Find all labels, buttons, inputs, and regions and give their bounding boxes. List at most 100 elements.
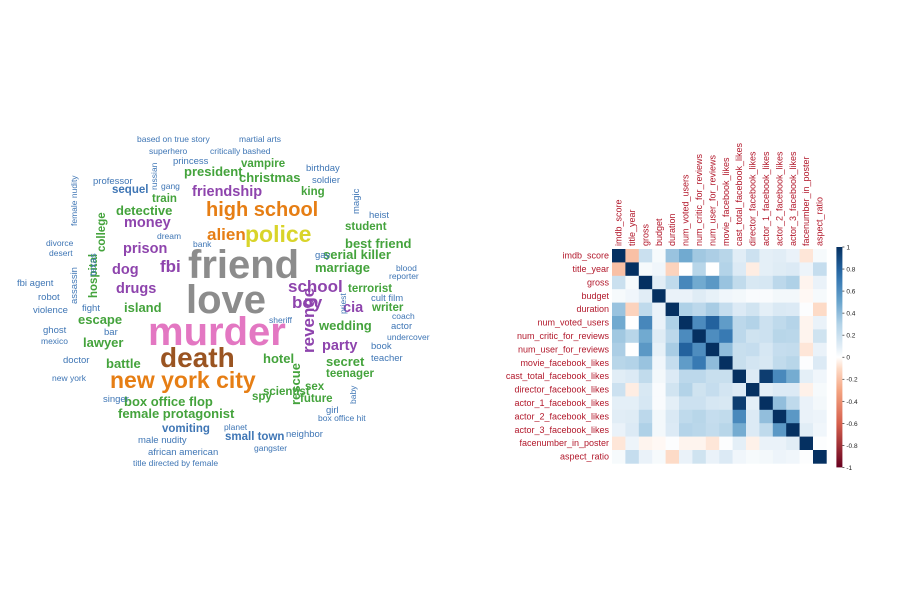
heatmap-cell	[665, 356, 680, 370]
heatmap-cell	[746, 450, 760, 464]
heatmap-cell	[665, 342, 680, 357]
word-marriage: marriage	[315, 260, 370, 275]
heatmap-cell	[612, 436, 626, 451]
heatmap-cell	[813, 262, 827, 277]
heatmap-cell	[799, 249, 814, 263]
heatmap-cell	[813, 316, 827, 330]
word-hotel: hotel	[263, 351, 294, 366]
heatmap-cell	[759, 275, 774, 290]
heatmap-cell	[719, 275, 733, 290]
heatmap-cell	[759, 383, 774, 397]
word-box-office-flop: box office flop	[124, 394, 213, 409]
heatmap-cell	[679, 450, 693, 464]
heatmap-cell	[705, 369, 720, 384]
heatmap-cell	[772, 396, 787, 411]
heatmap-cell	[638, 302, 653, 317]
colorbar-tick-label: 0.4	[846, 311, 855, 318]
heatmap-cell	[612, 316, 626, 330]
word-alien: alien	[207, 225, 246, 244]
word-vomiting: vomiting	[162, 423, 210, 435]
heatmap-cell	[813, 249, 827, 263]
word-gang: gang	[161, 181, 180, 191]
heatmap-cell	[772, 342, 787, 357]
word-fight: fight	[82, 303, 100, 314]
row-label: facenumber_in_poster	[519, 438, 609, 448]
heatmap-cell	[746, 302, 760, 317]
heatmap-cell	[746, 356, 760, 370]
heatmap-cell	[638, 423, 653, 437]
heatmap-cell	[813, 342, 827, 357]
heatmap-cell	[732, 356, 747, 370]
heatmap-cell	[732, 369, 747, 384]
heatmap-cell	[719, 436, 733, 451]
word-spy: spy	[252, 391, 272, 403]
heatmap-cell	[719, 450, 733, 464]
word-college: college	[96, 212, 108, 252]
heatmap-cell	[612, 249, 626, 263]
word-undercover: undercover	[387, 332, 430, 342]
heatmap-cell	[612, 289, 626, 303]
heatmap-cell	[799, 316, 814, 330]
heatmap-cell	[813, 302, 827, 317]
heatmap-cell	[652, 396, 666, 411]
heatmap-cell	[692, 423, 707, 437]
heatmap-cell	[679, 383, 693, 397]
heatmap-cell	[705, 249, 720, 263]
heatmap-cell	[772, 383, 787, 397]
word-school: school	[288, 277, 343, 296]
heatmap-cell	[652, 275, 666, 290]
heatmap-cell	[746, 409, 760, 424]
word-baby: baby	[348, 385, 358, 404]
word-title-directed-by-female: title directed by female	[133, 458, 218, 468]
heatmap-cell	[719, 316, 733, 330]
column-label: actor_2_facebook_likes	[774, 151, 784, 246]
heatmap-cell	[665, 423, 680, 437]
heatmap-cell	[759, 409, 774, 424]
heatmap-cell	[786, 249, 800, 263]
heatmap-cell	[705, 289, 720, 303]
colorbar-tick-label: -0.4	[846, 399, 858, 406]
heatmap-cell	[759, 316, 774, 330]
heatmap-cell	[786, 369, 800, 384]
heatmap-cell	[625, 329, 640, 344]
heatmap-cell	[719, 356, 733, 370]
heatmap-cell	[692, 262, 707, 277]
row-label: director_facebook_likes	[514, 385, 609, 395]
word-professor: professor	[93, 176, 133, 187]
colorbar	[836, 247, 843, 468]
word-best-friend: best friend	[345, 236, 412, 251]
heatmap-cell	[772, 356, 787, 370]
heatmap-cell	[652, 302, 666, 317]
heatmap-cell	[638, 316, 653, 330]
word-police: police	[245, 221, 311, 247]
heatmap-cell	[786, 356, 800, 370]
heatmap-cell	[786, 316, 800, 330]
heatmap-cell	[638, 369, 653, 384]
heatmap-cell	[638, 342, 653, 357]
heatmap-cell	[638, 450, 653, 464]
word-box-office-hit: box office hit	[318, 413, 366, 423]
heatmap-cell	[625, 423, 640, 437]
heatmap-cell	[625, 383, 640, 397]
heatmap-cell	[665, 396, 680, 411]
heatmap-cell	[679, 396, 693, 411]
word-serial-killer: serial killer	[323, 247, 391, 262]
heatmap-cell	[692, 436, 707, 451]
heatmap-cell	[746, 396, 760, 411]
heatmap-cell	[705, 450, 720, 464]
heatmap-cell	[786, 289, 800, 303]
heatmap-cell	[799, 450, 814, 464]
heatmap-cell	[652, 369, 666, 384]
heatmap-cell	[705, 383, 720, 397]
heatmap-cell	[813, 409, 827, 424]
heatmap-cell	[679, 356, 693, 370]
heatmap-cell	[625, 262, 640, 277]
word-sex: sex	[305, 381, 325, 393]
row-label: cast_total_facebook_likes	[506, 371, 610, 381]
word-new-york: new york	[52, 373, 87, 383]
heatmap-cell	[665, 249, 680, 263]
column-label: num_critic_for_reviews	[694, 153, 704, 246]
heatmap-cell	[638, 356, 653, 370]
heatmap-cell	[759, 436, 774, 451]
heatmap-cell	[625, 450, 640, 464]
